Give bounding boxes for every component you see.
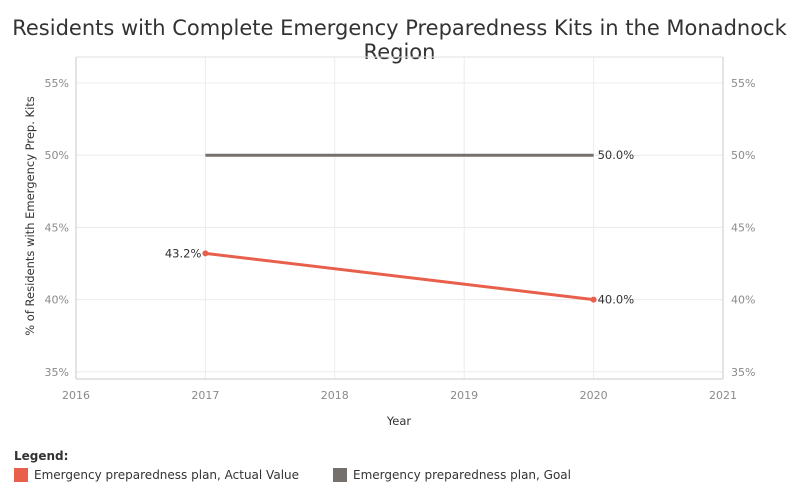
y-tick-label-left: 35% (45, 366, 69, 379)
y-axis-title: % of Residents with Emergency Prep. Kits (23, 96, 37, 336)
legend-swatch-goal (333, 468, 348, 482)
data-label: 50.0% (598, 148, 635, 162)
legend-swatch-actual (14, 468, 28, 482)
data-point (590, 296, 597, 303)
legend-item-actual: Emergency preparedness plan, Actual Valu… (14, 468, 299, 482)
y-tick-label-left: 45% (45, 221, 69, 234)
labels-layer: 35% 35% 40% 40% 45% 45% 50% 50% 55% 55% 2016 2017 20… (45, 77, 756, 402)
axes-layer (75, 56, 724, 380)
y-tick-label-left: 40% (45, 294, 69, 307)
x-tick-label: 2018 (321, 389, 349, 402)
y-tick-label-right: 45% (731, 221, 755, 234)
y-tick-label-right: 50% (731, 149, 755, 162)
x-tick-label: 2021 (709, 389, 737, 402)
series-layer (202, 153, 597, 303)
x-tick-label: 2020 (580, 389, 608, 402)
x-tick-label: 2019 (450, 389, 478, 402)
series-line-0 (205, 251, 594, 302)
data-label: 40.0% (598, 293, 635, 307)
legend-label-actual: Emergency preparedness plan, Actual Valu… (34, 468, 300, 482)
y-tick-label-left: 55% (45, 77, 69, 90)
legend-label-goal: Emergency preparedness plan, Goal (353, 468, 571, 482)
y-tick-label-left: 50% (45, 149, 69, 162)
grid-layer (75, 57, 724, 379)
legend-title: Legend: (14, 449, 69, 463)
y-tick-label-right: 35% (731, 366, 755, 379)
x-axis-title: Year (386, 414, 412, 428)
y-tick-label-right: 40% (731, 294, 755, 307)
data-point (202, 250, 209, 257)
y-tick-label-right: 55% (731, 77, 755, 90)
legend-item-goal: Emergency preparedness plan, Goal (333, 468, 571, 482)
x-tick-label: 2016 (62, 389, 90, 402)
data-label: 43.2% (165, 246, 202, 260)
chart-title: Residents with Complete Emergency Prepar… (12, 16, 787, 64)
x-tick-label: 2017 (191, 389, 219, 402)
legend: Legend: Emergency preparedness plan, Act… (14, 449, 605, 482)
